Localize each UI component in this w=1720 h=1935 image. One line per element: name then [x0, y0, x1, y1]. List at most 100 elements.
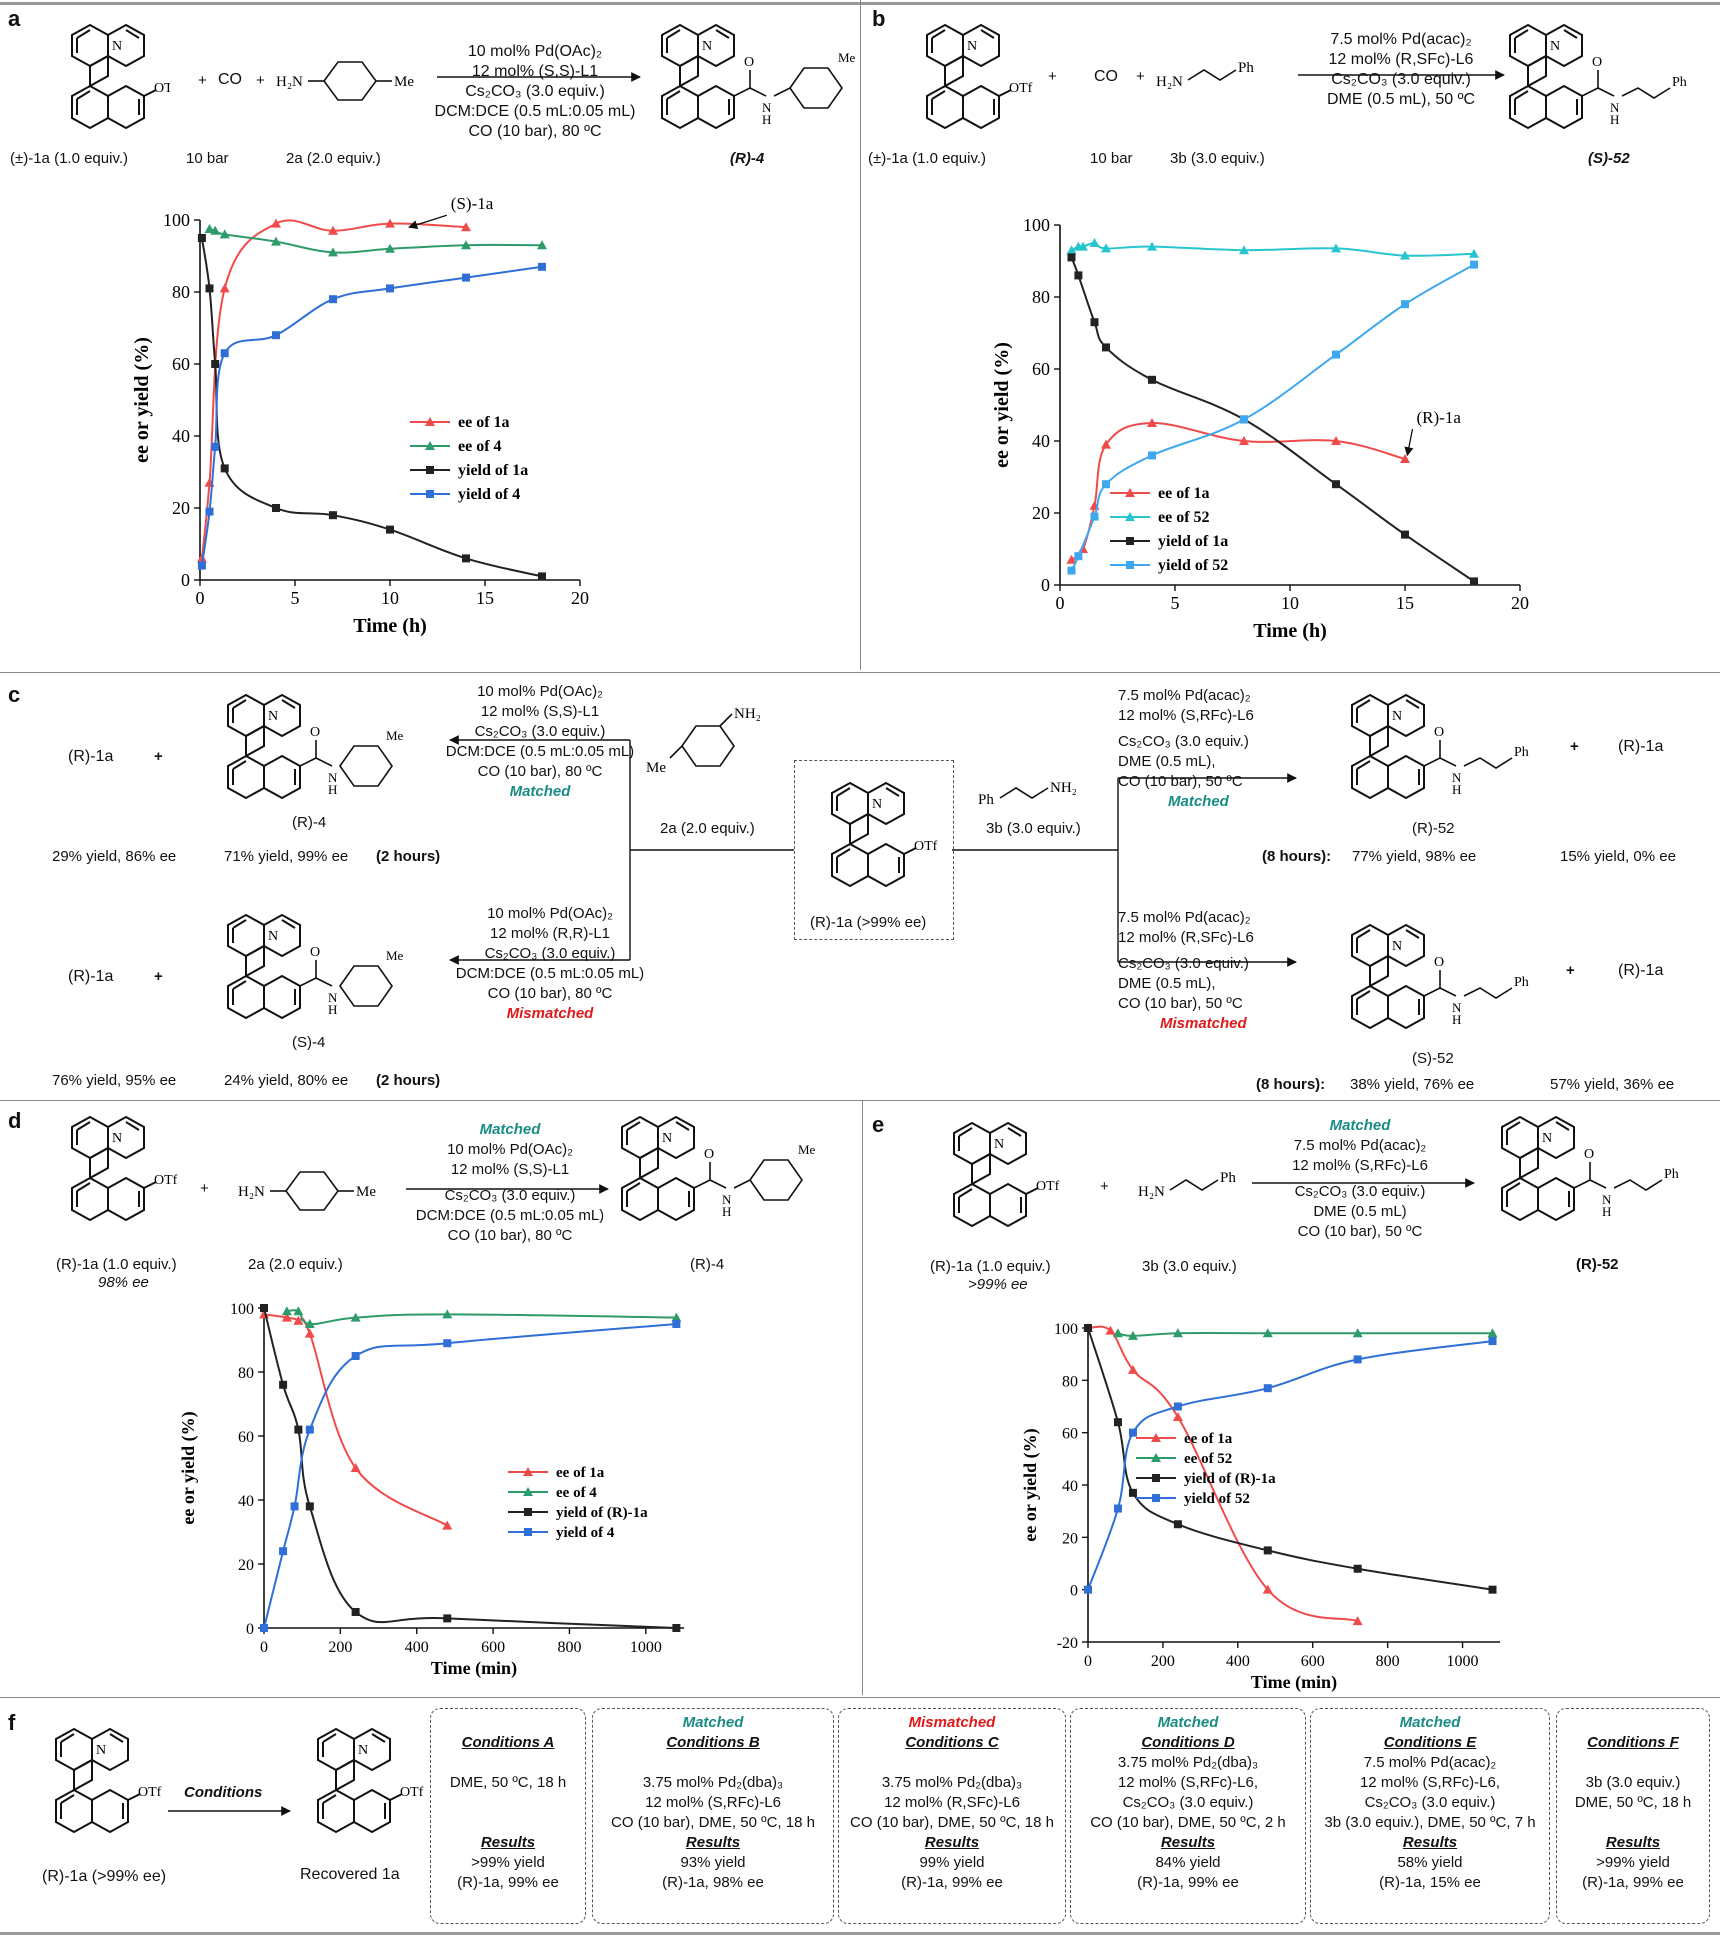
amine-label-b: 3b (3.0 equiv.) [1170, 150, 1265, 167]
product-4-structure-d: N O N H Me [621, 1116, 816, 1221]
x-axis-label: Time (h) [353, 615, 427, 637]
series-line [286, 1309, 677, 1326]
series-ee-of-4 [281, 1306, 682, 1328]
legend-entry: yield of (R)-1a [508, 1505, 648, 1521]
data-point [1066, 245, 1077, 255]
svg-text:H₂N: H₂N [1156, 74, 1183, 90]
product-label-a: (R)-4 [730, 150, 765, 167]
svg-text:N: N [268, 709, 278, 724]
yield-prod-c-tr: 77% yield, 98% ee [1352, 848, 1477, 865]
x-tick-label: 5 [1171, 593, 1180, 613]
series-yield-of-4 [260, 1320, 681, 1632]
svg-text:OTf: OTf [154, 81, 170, 96]
svg-text:OTf: OTf [400, 1785, 424, 1800]
y-tick-label: 0 [246, 1621, 254, 1638]
co-label-a: CO [218, 71, 242, 88]
legend-entry: yield of 52 [1110, 557, 1228, 574]
box-result-line: 58% yield [1397, 1854, 1463, 1871]
x-axis-label: Time (min) [431, 1658, 517, 1679]
series-ee-of-4 [204, 224, 547, 257]
x-tick-label: 15 [1396, 593, 1414, 613]
series-line [263, 1307, 677, 1629]
data-point [385, 243, 395, 253]
data-point [1127, 1330, 1138, 1340]
conditions-e: Matched 7.5 mol% Pd(acac)₂ 12 mol% (S,RF… [1292, 1117, 1428, 1240]
box-condition-line: 3b (3.0 equiv.), DME, 50 ºC, 7 h [1324, 1814, 1536, 1831]
data-point [461, 240, 471, 250]
data-point [1239, 245, 1249, 255]
svg-text:O: O [704, 1147, 714, 1162]
data-point [197, 561, 206, 570]
conditions-box-e: Matched Conditions E 7.5 mol% Pd(acac)₂ 12 … [1310, 1708, 1550, 1924]
divider-cd [0, 1100, 1720, 1101]
data-point [279, 1380, 288, 1389]
time-c-tl: (2 hours) [376, 848, 441, 865]
data-point [351, 1352, 360, 1360]
svg-text:Ph: Ph [978, 792, 994, 808]
svg-text:N: N [1392, 709, 1402, 724]
product-4-structure-c-tl: N O N H Me [227, 694, 404, 799]
y-tick-label: 40 [1062, 1478, 1078, 1495]
data-point [443, 1339, 452, 1348]
panel-letter-a: a [8, 6, 21, 31]
data-point [1147, 418, 1157, 427]
box-condition-line: 3.75 mol% Pd₂(dba)₃ [642, 1774, 784, 1791]
legend-label: yield of 1a [458, 462, 528, 479]
x-tick-label: 20 [571, 588, 589, 608]
legend-entry: ee of 52 [1110, 509, 1210, 526]
y-tick-label: 0 [1070, 1583, 1078, 1600]
box-result-line: (R)-1a, 99% ee [901, 1874, 1003, 1891]
x-tick-label: 10 [1281, 593, 1299, 613]
series-yield-of-1a [197, 234, 546, 581]
reaction-arrow-b [1298, 70, 1505, 80]
data-point [204, 224, 215, 233]
data-point [329, 511, 337, 520]
box-title: Conditions B [666, 1734, 760, 1751]
data-point [1240, 415, 1248, 424]
reactant-1a-structure-b: N OTf [926, 24, 1033, 129]
plus-c-br: + [1566, 962, 1575, 979]
y-tick-label: 100 [163, 210, 190, 230]
plus-a1: + [198, 72, 207, 89]
x-tick-label: 800 [1376, 1653, 1400, 1670]
svg-text:O: O [1434, 955, 1444, 970]
legend-entry: ee of 4 [410, 438, 502, 455]
svg-text:O: O [1434, 725, 1444, 740]
data-point [1089, 238, 1100, 247]
svg-text:N: N [358, 1743, 368, 1758]
product-52-structure: N O N H Ph [1509, 24, 1687, 129]
y-tick-label: 60 [172, 354, 190, 374]
y-tick-label: 80 [1032, 287, 1050, 307]
series-line [1070, 421, 1406, 561]
plus-b2: + [1136, 68, 1145, 85]
chart-axes: 0 200 400 600 800 1000 0 20 40 60 80 100 Time (min) e… [178, 1301, 684, 1679]
data-point [329, 295, 337, 304]
data-point [351, 1608, 360, 1616]
box-condition-line: CO (10 bar), DME, 50 ºC, 18 h [850, 1814, 1054, 1831]
box-result-line: 99% yield [919, 1854, 985, 1871]
legend-label: ee of 4 [556, 1485, 597, 1501]
legend-label: yield of 1a [1158, 533, 1228, 550]
time-c-tr: (8 hours): [1262, 848, 1332, 865]
data-point [462, 273, 470, 282]
conditions-d: Matched 10 mol% Pd(OAc)₂ 12 mol% (S,S)-L… [415, 1121, 605, 1244]
legend-marker [1151, 1433, 1161, 1442]
reactant-1a-structure-f: N OTf [55, 1728, 162, 1833]
recovered-label-c-tr: (R)-1a [1618, 738, 1664, 755]
reactant-1a-structure: N OTf [71, 24, 170, 129]
box-condition-line: 3.75 mol% Pd₂(dba)₃ [881, 1774, 1023, 1791]
data-point [1128, 1488, 1137, 1497]
svg-text:N: N [1452, 1000, 1462, 1015]
legend-label: yield of 4 [556, 1525, 615, 1541]
svg-text:Ph: Ph [1672, 75, 1687, 90]
x-tick-label: 0 [1056, 593, 1065, 613]
data-point [1066, 554, 1077, 564]
series-yield-of-4 [197, 262, 546, 570]
svg-text:O: O [310, 725, 320, 740]
box-condition-line: 12 mol% (S,RFc)-L6, [1117, 1774, 1259, 1791]
amine-label-a: 2a (2.0 equiv.) [286, 150, 381, 167]
x-tick-label: 200 [328, 1639, 352, 1656]
svg-text:H: H [1452, 1012, 1461, 1027]
box-tag: Matched [1157, 1714, 1219, 1731]
legend-marker [523, 1487, 533, 1496]
